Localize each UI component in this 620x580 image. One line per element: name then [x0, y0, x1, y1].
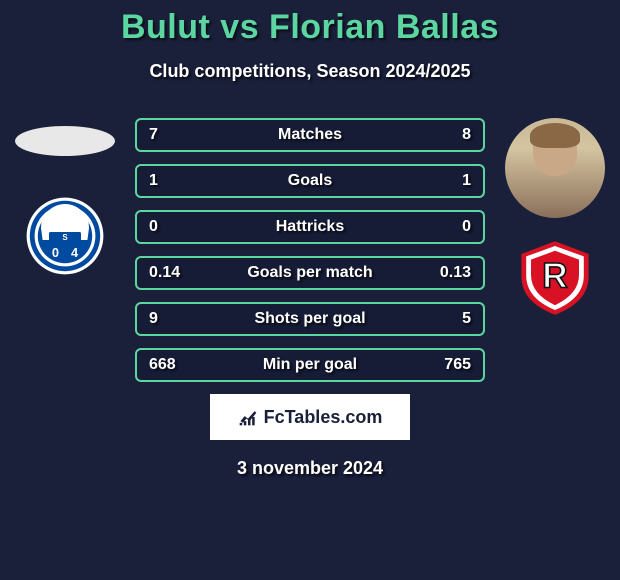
stat-right-value: 0.13 [440, 264, 471, 282]
stat-label: Goals [288, 172, 332, 190]
left-player-avatar [15, 126, 115, 156]
svg-text:S: S [62, 233, 68, 242]
stat-left-value: 0.14 [149, 264, 180, 282]
stat-label: Hattricks [276, 218, 344, 236]
schalke-logo-icon: S 0 4 [25, 196, 105, 276]
stat-right-value: 5 [462, 310, 471, 328]
stat-row: 1 Goals 1 [135, 164, 485, 198]
stat-left-value: 9 [149, 310, 158, 328]
main-container: Bulut vs Florian Ballas Club competition… [0, 0, 620, 479]
stat-row: 0.14 Goals per match 0.13 [135, 256, 485, 290]
page-title: Bulut vs Florian Ballas [0, 8, 620, 47]
svg-text:R: R [542, 257, 567, 296]
regensburg-logo-icon: R [515, 238, 595, 318]
right-player-column: R [500, 118, 610, 318]
stat-left-value: 668 [149, 356, 176, 374]
branding-text: FcTables.com [264, 407, 383, 428]
right-player-avatar [505, 118, 605, 218]
stats-area: S 0 4 R 7 Matches 8 1 Goals 1 0 Hattricks 0 0.14 [0, 118, 620, 479]
date-text: 3 november 2024 [10, 458, 610, 479]
subtitle: Club competitions, Season 2024/2025 [0, 61, 620, 82]
stat-right-value: 0 [462, 218, 471, 236]
stat-label: Min per goal [263, 356, 357, 374]
stat-right-value: 1 [462, 172, 471, 190]
stat-row: 0 Hattricks 0 [135, 210, 485, 244]
chart-icon [238, 407, 258, 427]
stat-label: Goals per match [247, 264, 372, 282]
left-club-logo: S 0 4 [25, 196, 105, 276]
svg-text:0: 0 [52, 245, 59, 260]
stat-label: Matches [278, 126, 342, 144]
stat-row: 9 Shots per goal 5 [135, 302, 485, 336]
right-club-logo: R [515, 238, 595, 318]
left-player-column: S 0 4 [10, 118, 120, 276]
stat-left-value: 0 [149, 218, 158, 236]
svg-text:4: 4 [71, 245, 79, 260]
stat-right-value: 765 [444, 356, 471, 374]
stat-left-value: 1 [149, 172, 158, 190]
branding-badge: FcTables.com [210, 394, 410, 440]
stat-left-value: 7 [149, 126, 158, 144]
stat-row: 7 Matches 8 [135, 118, 485, 152]
stat-row: 668 Min per goal 765 [135, 348, 485, 382]
stat-label: Shots per goal [254, 310, 365, 328]
stat-right-value: 8 [462, 126, 471, 144]
